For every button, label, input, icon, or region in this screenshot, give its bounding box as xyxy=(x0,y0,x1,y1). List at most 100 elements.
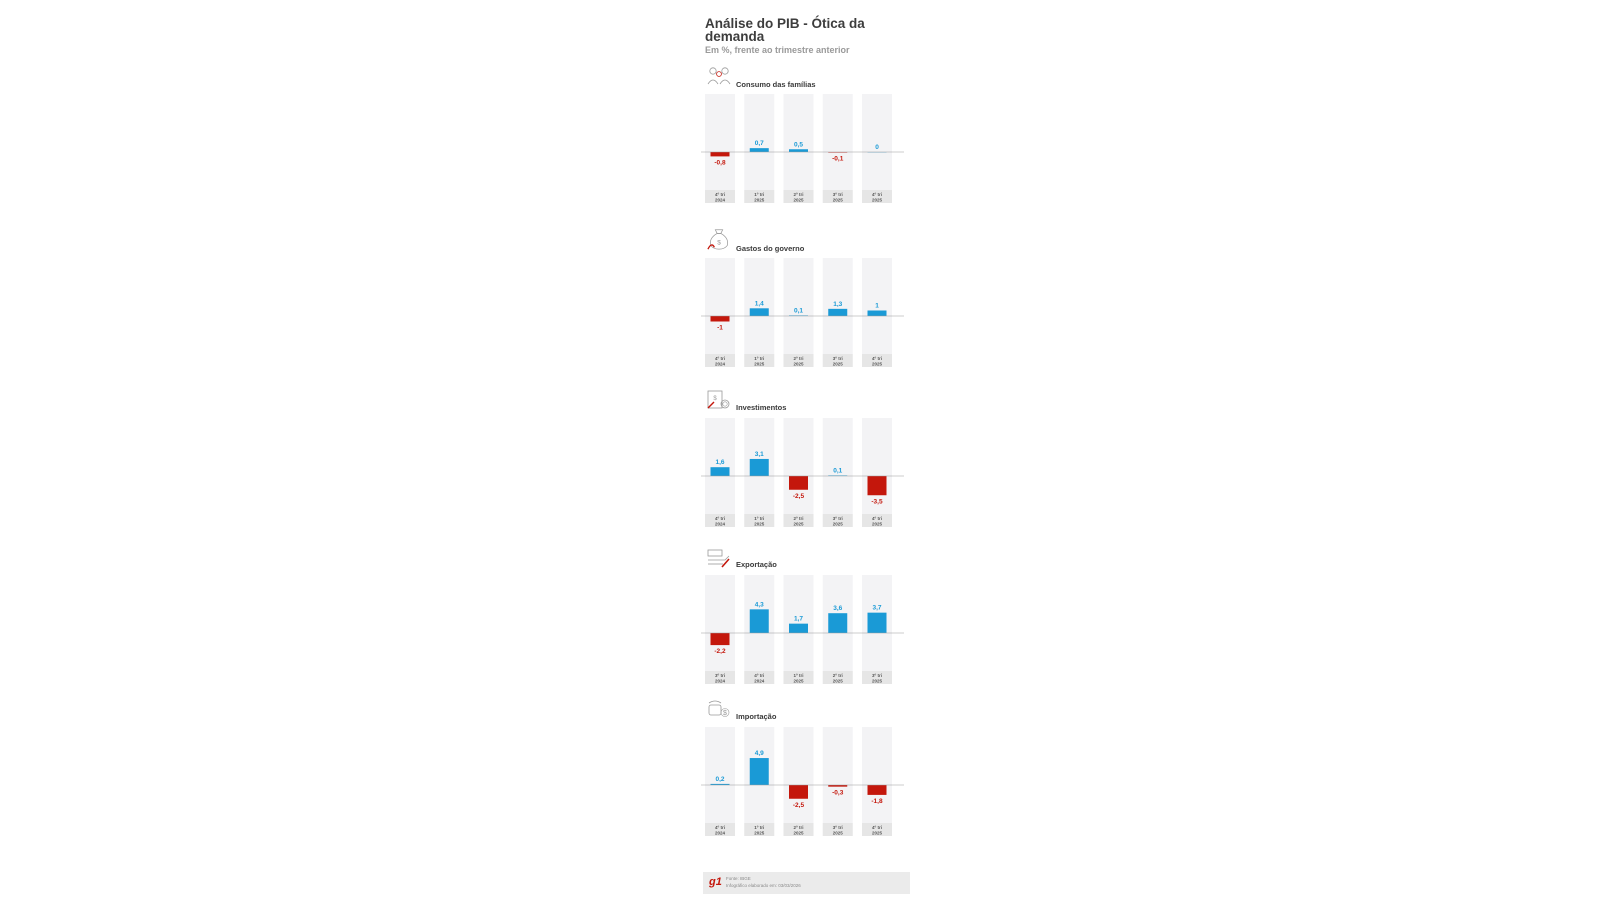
tick-label-year: 2024 xyxy=(715,679,726,684)
section-title: Importação xyxy=(736,712,777,721)
tick-label-background xyxy=(744,671,775,684)
column-background xyxy=(705,418,735,514)
data-label: 3,6 xyxy=(833,605,842,612)
tick-label-background xyxy=(705,354,735,367)
bar xyxy=(749,458,769,476)
bar xyxy=(710,467,730,476)
data-label: 0,1 xyxy=(794,307,803,314)
data-label: 0,1 xyxy=(833,467,842,474)
data-label: -1 xyxy=(717,325,723,332)
tick-label-quarter: 2º tri xyxy=(833,673,843,678)
tick-label-background xyxy=(862,190,892,203)
data-label: -2,5 xyxy=(793,802,805,809)
data-label: -1,8 xyxy=(871,798,883,805)
data-label: -2,5 xyxy=(793,493,805,500)
data-label: 4,9 xyxy=(755,750,764,757)
column-background xyxy=(862,418,892,514)
data-label: 1,3 xyxy=(833,301,842,308)
tick-label-year: 2024 xyxy=(715,831,726,836)
column-background xyxy=(705,258,735,354)
section-title: Gastos do governo xyxy=(736,244,805,253)
tick-label-year: 2025 xyxy=(833,522,844,527)
tick-label-quarter: 1º tri xyxy=(754,192,764,197)
data-label: 0,7 xyxy=(755,140,764,147)
tick-label-background xyxy=(744,514,775,527)
bar xyxy=(749,758,769,785)
data-label: -0,8 xyxy=(714,159,726,166)
bar xyxy=(749,609,769,633)
column-background xyxy=(783,575,814,671)
tick-label-quarter: 4º tri xyxy=(715,516,725,521)
tick-label-background xyxy=(744,354,775,367)
tick-label-background xyxy=(783,354,814,367)
tick-label-quarter: 4º tri xyxy=(872,192,882,197)
data-label: 0 xyxy=(875,144,879,151)
data-label: 3,7 xyxy=(872,605,881,612)
data-label: 1,6 xyxy=(715,459,724,466)
tick-label-background xyxy=(862,671,892,684)
tick-label-year: 2025 xyxy=(754,522,765,527)
bar xyxy=(789,623,808,633)
tick-label-quarter: 3º tri xyxy=(833,516,843,521)
svg-text:$: $ xyxy=(713,396,717,402)
tick-label-background xyxy=(744,190,775,203)
column-background xyxy=(783,94,814,190)
bar xyxy=(828,785,848,787)
bar xyxy=(789,476,808,490)
source-note: Fonte: IBGE xyxy=(726,876,751,881)
bar xyxy=(828,613,848,633)
tick-label-year: 2025 xyxy=(793,522,804,527)
tick-label-year: 2025 xyxy=(833,198,844,203)
tick-label-background xyxy=(705,190,735,203)
tick-label-background xyxy=(822,190,853,203)
bar xyxy=(789,149,808,152)
tick-label-quarter: 4º tri xyxy=(715,356,725,361)
tick-label-background xyxy=(783,190,814,203)
column-background xyxy=(822,258,853,354)
tick-label-quarter: 3º tri xyxy=(833,192,843,197)
tick-label-background xyxy=(783,671,814,684)
tick-label-quarter: 4º tri xyxy=(872,825,882,830)
tick-label-quarter: 1º tri xyxy=(794,673,804,678)
tick-label-background xyxy=(822,354,853,367)
data-label: 0,2 xyxy=(715,776,724,783)
tick-label-year: 2024 xyxy=(715,198,726,203)
tick-label-year: 2025 xyxy=(754,362,765,367)
tick-label-background xyxy=(822,823,853,836)
tick-label-quarter: 4º tri xyxy=(715,192,725,197)
investment-icon: $ xyxy=(707,390,730,409)
footer: g1 Fonte: IBGE Infográfico elaborado em:… xyxy=(703,872,910,894)
tick-label-year: 2025 xyxy=(872,198,883,203)
tick-label-year: 2024 xyxy=(754,679,765,684)
tick-label-year: 2024 xyxy=(715,362,726,367)
data-label: 4,3 xyxy=(755,601,764,608)
tick-label-quarter: 2º tri xyxy=(794,356,804,361)
family-icon xyxy=(707,67,731,85)
column-background xyxy=(822,94,853,190)
tick-label-year: 2025 xyxy=(754,198,765,203)
tick-label-year: 2024 xyxy=(715,522,726,527)
tick-label-year: 2025 xyxy=(872,679,883,684)
column-background xyxy=(705,727,735,823)
svg-text:$: $ xyxy=(717,240,721,247)
column-background xyxy=(822,727,853,823)
bar xyxy=(867,476,887,496)
tick-label-quarter: 3º tri xyxy=(715,673,725,678)
column-background xyxy=(783,418,814,514)
tick-label-year: 2025 xyxy=(872,831,883,836)
tick-label-quarter: 1º tri xyxy=(754,356,764,361)
tick-label-quarter: 4º tri xyxy=(715,825,725,830)
tick-label-quarter: 3º tri xyxy=(872,673,882,678)
tick-label-background xyxy=(862,514,892,527)
tick-label-background xyxy=(705,823,735,836)
tick-label-year: 2025 xyxy=(872,522,883,527)
bar xyxy=(710,783,730,785)
data-label: -2,2 xyxy=(714,648,726,655)
tick-label-quarter: 3º tri xyxy=(833,825,843,830)
column-background xyxy=(862,94,892,190)
tick-label-background xyxy=(705,671,735,684)
